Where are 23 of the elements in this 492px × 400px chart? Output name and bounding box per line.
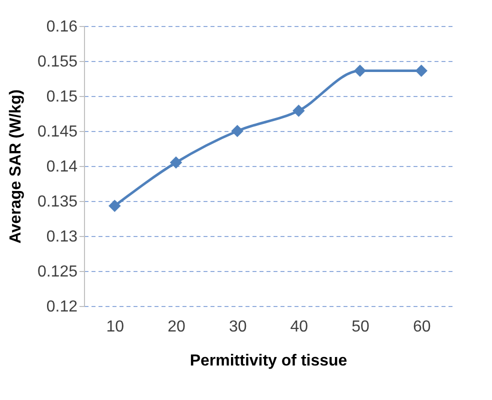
point — [292, 104, 305, 117]
point — [415, 64, 428, 77]
y-tick-label: 0.15 — [46, 88, 78, 106]
y-tick-label: 0.135 — [37, 194, 78, 210]
x-tick-label: 40 — [290, 318, 308, 336]
x-tick-label: 60 — [412, 318, 431, 336]
point — [354, 64, 366, 77]
x-axis-title: Permittivity of tissue — [190, 352, 348, 370]
y-tick-label: 0.145 — [37, 124, 78, 140]
y-tick-label: 0.16 — [46, 18, 78, 36]
x-tick-label: 50 — [352, 318, 370, 336]
point — [231, 124, 244, 138]
x-tick-label: 30 — [228, 318, 247, 336]
x-tick-label: 10 — [106, 318, 124, 336]
y-axis-title: Average SAR (W/kg) — [7, 89, 24, 244]
y-tick-label: 0.12 — [46, 298, 78, 316]
point — [170, 156, 182, 169]
point — [108, 200, 121, 212]
y-tick-label: 0.14 — [46, 158, 78, 176]
y-tick-label: 0.13 — [46, 228, 78, 246]
y-tick-label: 0.125 — [37, 264, 78, 280]
x-tick-label: 20 — [168, 318, 186, 336]
y-tick-label: 0.155 — [37, 54, 78, 70]
